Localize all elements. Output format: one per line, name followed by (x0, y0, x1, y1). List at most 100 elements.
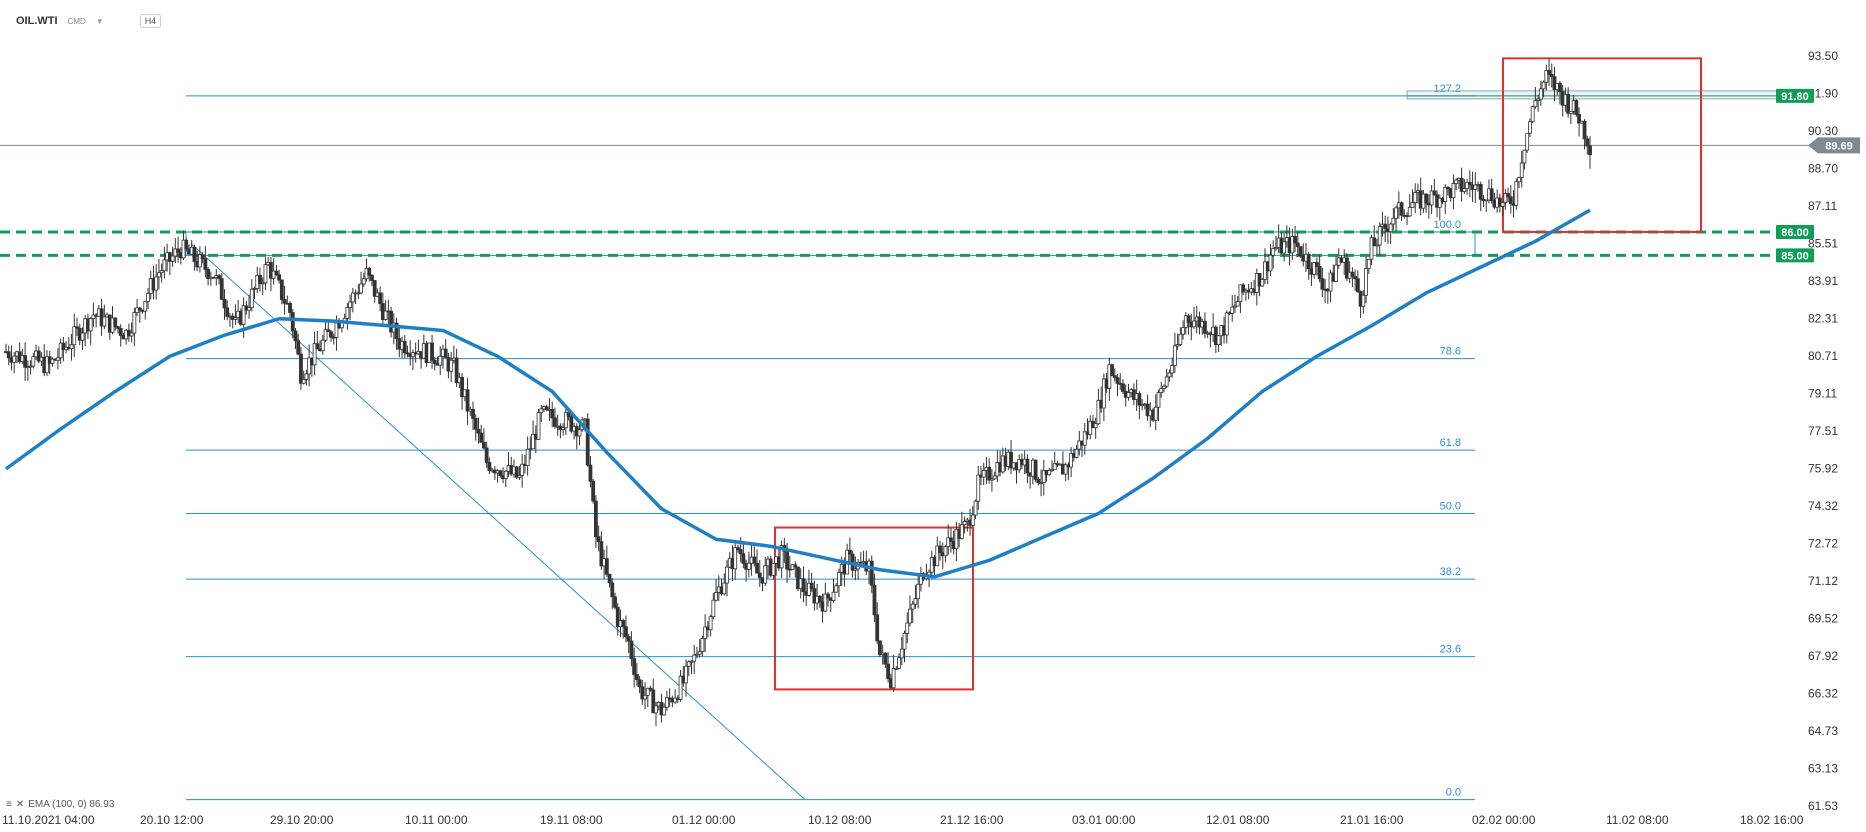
candle-body (752, 556, 757, 564)
candle-body (28, 365, 33, 368)
candle-body (651, 689, 656, 714)
candle-body (282, 299, 287, 304)
candle-body (886, 663, 891, 679)
candle-body (1101, 378, 1106, 409)
candle-body (359, 283, 363, 294)
candle-body (1233, 305, 1237, 308)
candle-body (1172, 345, 1177, 366)
candle-body (378, 292, 383, 304)
candle-body (1293, 236, 1297, 244)
candle-body (277, 274, 282, 281)
candle-body (981, 470, 986, 478)
candle-body (847, 549, 852, 555)
candle-body (643, 694, 647, 700)
candle-body (430, 342, 434, 361)
candle-body (771, 562, 776, 576)
candle-body (755, 562, 759, 574)
candle-body (1413, 192, 1418, 203)
candle-body (916, 583, 921, 599)
candle-body (482, 441, 486, 449)
candle-body (1500, 202, 1505, 207)
x-tick-label: 11.02 08:00 (1606, 813, 1669, 827)
y-tick-label: 85.51 (1808, 237, 1838, 251)
candle-body (678, 675, 683, 700)
candle-body (233, 317, 238, 320)
candle-body (1489, 188, 1494, 202)
candle-body (809, 582, 814, 590)
candle-body (356, 292, 361, 295)
candle-body (569, 416, 574, 432)
candle-body (943, 546, 948, 557)
indicator-legend[interactable]: ≡ ✕ EMA (100, 0) 86.93 (6, 799, 114, 810)
candle-body (225, 307, 230, 317)
candle-body (878, 640, 882, 655)
candle-body (58, 342, 63, 359)
candle-body (498, 470, 503, 476)
candle-body (1451, 183, 1456, 199)
settings-icon[interactable]: ≡ (6, 799, 12, 810)
candle-body (1039, 482, 1043, 485)
candle-body (137, 307, 142, 311)
candle-body (837, 572, 841, 587)
candle-body (1320, 278, 1325, 290)
candle-body (544, 406, 549, 411)
candle-body (471, 409, 475, 419)
candle-body (588, 464, 593, 482)
candle-body (36, 350, 41, 362)
candle-body (312, 343, 317, 366)
symbol-label[interactable]: OIL.WTI (16, 15, 58, 27)
candle-body (1328, 272, 1333, 292)
x-tick-label: 21.01 16:00 (1340, 813, 1404, 827)
candle-body (520, 463, 525, 476)
candle-body (1533, 100, 1538, 108)
candle-body (1050, 469, 1054, 472)
candle-body (1350, 271, 1355, 277)
candle-body (528, 448, 533, 451)
candle-body (129, 332, 134, 337)
candle-body (801, 578, 806, 593)
candle-body (621, 620, 626, 628)
candle-body (711, 599, 716, 618)
x-tick-label: 19.11 08:00 (540, 813, 603, 827)
candle-body (1536, 98, 1541, 101)
candle-body (949, 537, 953, 542)
close-icon[interactable]: ✕ (15, 799, 25, 810)
candle-body (1047, 470, 1052, 476)
candle-body (200, 254, 205, 259)
fib-level-label: 61.8 (1440, 437, 1461, 449)
fib-level-label: 127.2 (1433, 83, 1461, 95)
y-tick-label: 75.92 (1808, 462, 1838, 476)
candle-body (632, 658, 637, 675)
candle-body (296, 340, 301, 355)
timeframe-select[interactable]: H4 (139, 14, 162, 28)
candle-body (563, 411, 568, 429)
candle-body (252, 288, 257, 290)
highlight-box (774, 526, 974, 691)
candle-body (198, 254, 202, 268)
candle-body (1121, 383, 1125, 392)
candle-body (883, 652, 888, 665)
y-tick-label: 69.52 (1808, 612, 1838, 626)
candle-body (432, 359, 437, 364)
candle-body (648, 687, 653, 691)
candle-body (206, 269, 210, 280)
candle-body (1052, 463, 1057, 471)
y-tick-label: 67.92 (1808, 649, 1838, 663)
fib-level-label: 50.0 (1440, 500, 1461, 512)
candle-body (72, 326, 77, 346)
candle-body (449, 359, 454, 372)
x-tick-label: 03.01 00:00 (1072, 813, 1136, 827)
candle-body (465, 389, 470, 412)
candle-body (1224, 312, 1229, 336)
candle-body (1443, 186, 1448, 202)
candle-body (279, 279, 284, 300)
candle-body (394, 322, 399, 340)
x-tick-label: 01.12 00:00 (672, 813, 736, 827)
ema-line (4, 208, 1591, 579)
candle-body (970, 514, 975, 526)
candle-body (1394, 207, 1398, 219)
chevron-down-icon[interactable]: ▼ (95, 16, 104, 26)
y-tick-label: 82.31 (1808, 312, 1838, 326)
